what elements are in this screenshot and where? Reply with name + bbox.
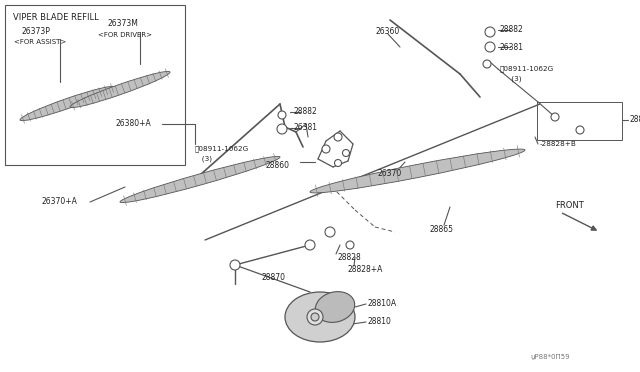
Text: 28870: 28870 (262, 273, 286, 282)
Circle shape (335, 160, 342, 167)
Circle shape (278, 111, 286, 119)
Text: <FOR DRIVER>: <FOR DRIVER> (98, 32, 152, 38)
Circle shape (551, 113, 559, 121)
Ellipse shape (285, 292, 355, 342)
Circle shape (576, 126, 584, 134)
Ellipse shape (120, 156, 280, 203)
Text: -28828+B: -28828+B (540, 141, 577, 147)
Ellipse shape (316, 292, 355, 323)
Text: ⓝ08911-1062G: ⓝ08911-1062G (195, 146, 249, 152)
Text: <FOR ASSIST>: <FOR ASSIST> (14, 39, 67, 45)
Text: 28860: 28860 (265, 160, 289, 170)
Text: 26381: 26381 (294, 124, 318, 132)
Text: 28882: 28882 (294, 108, 317, 116)
Ellipse shape (70, 71, 170, 108)
Circle shape (485, 27, 495, 37)
Text: 26373M: 26373M (108, 19, 139, 29)
Text: 26370: 26370 (378, 170, 403, 179)
Circle shape (483, 60, 491, 68)
Text: 28865: 28865 (430, 225, 454, 234)
Text: ṵP88*0Π59: ṵP88*0Π59 (530, 354, 570, 360)
Text: 26380+A: 26380+A (115, 119, 151, 128)
Text: 26381: 26381 (500, 42, 524, 51)
Circle shape (277, 124, 287, 134)
Text: 28882: 28882 (500, 26, 524, 35)
Circle shape (325, 227, 335, 237)
Circle shape (346, 241, 354, 249)
Text: 28875: 28875 (630, 115, 640, 125)
Text: (3): (3) (500, 76, 522, 82)
Circle shape (307, 309, 323, 325)
Text: 28828: 28828 (337, 253, 361, 262)
Circle shape (322, 145, 330, 153)
Circle shape (334, 133, 342, 141)
Circle shape (342, 150, 349, 157)
Circle shape (485, 42, 495, 52)
Text: 28828+A: 28828+A (348, 264, 383, 273)
Bar (5, 5, 185, 165)
Text: 28810A: 28810A (368, 299, 397, 308)
Text: VIPER BLADE REFILL: VIPER BLADE REFILL (13, 13, 99, 22)
Ellipse shape (310, 149, 525, 193)
Text: (3): (3) (195, 156, 212, 162)
Circle shape (311, 313, 319, 321)
Text: FRONT: FRONT (555, 201, 584, 209)
Text: 26370+A: 26370+A (42, 198, 78, 206)
Text: 28810: 28810 (368, 317, 392, 327)
Circle shape (305, 240, 315, 250)
Circle shape (230, 260, 240, 270)
Bar (537, 102, 622, 140)
Text: ⓝ08911-1062G: ⓝ08911-1062G (500, 66, 554, 72)
Text: 26360: 26360 (375, 28, 399, 36)
Ellipse shape (20, 86, 115, 121)
Text: 26373P: 26373P (22, 28, 51, 36)
